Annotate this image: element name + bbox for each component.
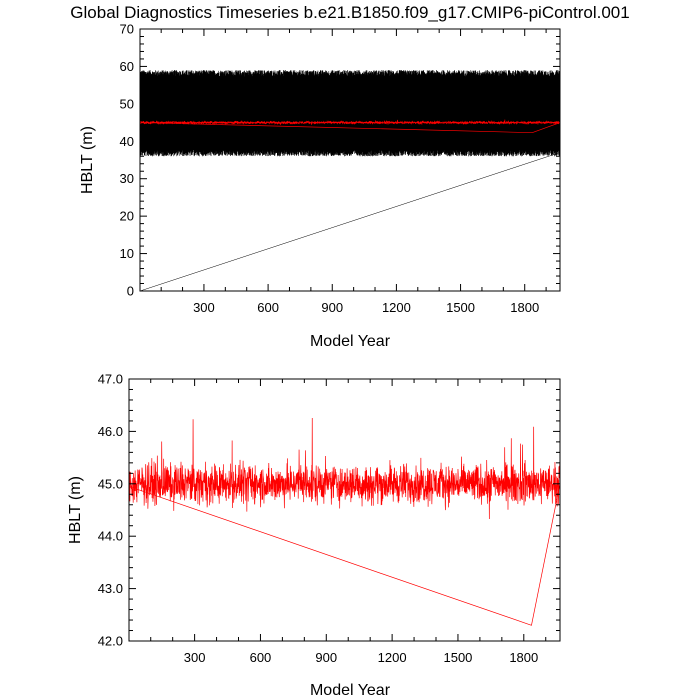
x-tick-label: 600: [257, 300, 279, 315]
y-tick-label: 20: [120, 209, 134, 224]
bottom-panel-ticks: 300 600 900 1200 1500 1800 42.0 43.0 44.0 45.0 46.…: [98, 372, 560, 665]
x-tick-label: 900: [321, 300, 343, 315]
x-tick-label: 1500: [443, 650, 472, 665]
x-tick-label: 900: [315, 650, 337, 665]
series-0-0-line: [140, 70, 560, 291]
y-tick-label: 43.0: [98, 581, 123, 596]
bottom-panel-frame: [128, 378, 561, 642]
top-y-axis-title: HBLT (m): [79, 126, 96, 194]
x-tick-label: 600: [250, 650, 272, 665]
bottom-panel-data: [129, 417, 560, 626]
y-tick-label: 0: [127, 284, 134, 299]
top-panel: 300 600 900 1200 1500 1800 0 10 20 30 40 50 60 70 Mod…: [79, 22, 561, 350]
y-tick-label: 50: [120, 96, 134, 111]
y-tick-label: 30: [120, 171, 134, 186]
bottom-x-axis-title: Model Year: [310, 682, 391, 699]
y-tick-label: 44.0: [98, 529, 123, 544]
bottom-panel: 300 600 900 1200 1500 1800 42.0 43.0 44.0 45.0 46.…: [67, 372, 561, 699]
y-tick-label: 60: [120, 59, 134, 74]
y-tick-label: 47.0: [98, 372, 123, 387]
y-tick-label: 70: [120, 22, 134, 37]
x-tick-label: 1200: [378, 650, 407, 665]
y-tick-label: 46.0: [98, 424, 123, 439]
top-x-axis-title: Model Year: [310, 333, 391, 350]
x-tick-label: 300: [184, 650, 206, 665]
x-tick-label: 300: [193, 300, 215, 315]
bottom-y-axis-title: HBLT (m): [67, 476, 84, 544]
series-1-0-line: [129, 417, 560, 626]
x-tick-label: 1800: [509, 650, 538, 665]
top-panel-data: [140, 70, 560, 291]
series-0-1-line: [140, 119, 560, 134]
x-tick-label: 1200: [382, 300, 411, 315]
top-panel-frame: [139, 28, 561, 292]
x-tick-label: 1800: [510, 300, 539, 315]
y-tick-label: 45.0: [98, 476, 123, 491]
top-panel-ticks: 300 600 900 1200 1500 1800 0 10 20 30 40 50 60 70: [120, 22, 560, 315]
y-tick-label: 42.0: [98, 634, 123, 649]
figure-title: Global Diagnostics Timeseries b.e21.B185…: [70, 3, 629, 22]
y-tick-label: 40: [120, 134, 134, 149]
x-tick-label: 1500: [446, 300, 475, 315]
y-tick-label: 10: [120, 246, 134, 261]
